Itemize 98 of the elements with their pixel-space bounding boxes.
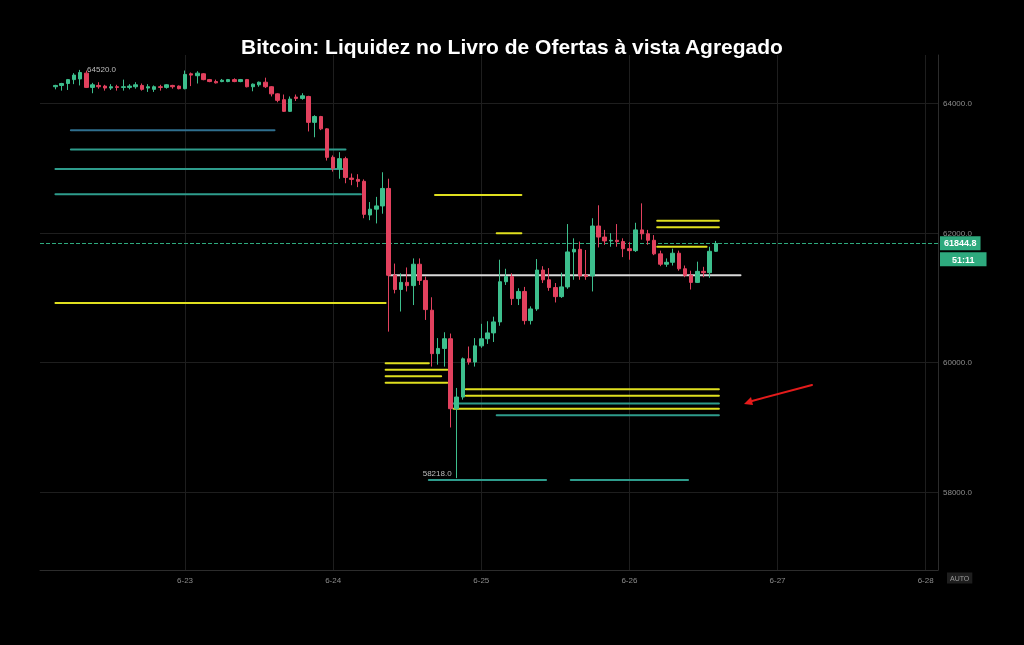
candlestick — [251, 83, 255, 92]
text: 51:11 — [952, 254, 975, 265]
candlestick — [584, 249, 588, 281]
x-tick-label: 6-28 — [917, 575, 935, 585]
candlestick — [115, 84, 119, 92]
candlestick — [306, 95, 311, 132]
candlestick — [170, 84, 175, 90]
candlestick — [504, 268, 508, 286]
candlestick — [430, 296, 434, 368]
candlestick — [189, 71, 193, 87]
candlestick — [90, 82, 95, 94]
candlestick — [701, 266, 706, 278]
candlestick — [238, 78, 243, 83]
candlestick — [454, 387, 459, 479]
candlestick — [528, 305, 533, 325]
candlestick — [633, 222, 638, 253]
candlestick — [140, 83, 144, 92]
candlestick — [245, 78, 249, 88]
candlestick — [677, 250, 681, 272]
x-tick-label: 6-25 — [473, 575, 490, 585]
candlestick — [393, 263, 397, 294]
candlestick — [109, 83, 113, 91]
candlestick — [442, 331, 447, 368]
candlestick — [405, 266, 409, 292]
candlestick — [473, 337, 477, 368]
candlestick — [652, 234, 656, 256]
candlestick — [609, 232, 613, 248]
candlestick — [294, 94, 298, 102]
candlestick — [615, 223, 619, 248]
ref-line-label: 61844.8 — [944, 238, 977, 249]
candlestick — [312, 114, 317, 138]
candlestick — [146, 83, 150, 93]
x-tick-label: 6-24 — [325, 575, 342, 585]
candlestick — [590, 217, 595, 292]
y-tick-label: 60000.0 — [943, 358, 973, 368]
candlestick — [646, 229, 650, 246]
candlestick — [362, 178, 366, 219]
candlestick — [195, 70, 200, 84]
candlestick — [498, 259, 502, 327]
y-tick-label: 64000.0 — [943, 99, 973, 109]
candlestick — [386, 178, 391, 333]
candlestick — [337, 151, 342, 180]
x-tick-label: 6-23 — [177, 575, 194, 585]
x-tick-label: 6-27 — [769, 575, 787, 585]
candlestick — [516, 287, 521, 306]
candlestick — [572, 237, 576, 281]
candlestick — [553, 282, 558, 303]
candlestick — [84, 70, 89, 89]
candlestick — [356, 173, 360, 188]
candlestick — [220, 78, 224, 83]
candlestick — [177, 84, 181, 90]
annotation: 58218.0 — [422, 468, 453, 478]
candlestick — [658, 250, 663, 267]
candlestick — [627, 241, 632, 261]
candlestick — [183, 70, 187, 90]
candlestick — [448, 333, 453, 428]
y-tick-label: 58000.0 — [943, 487, 973, 497]
candlestick — [621, 237, 625, 258]
candlestick — [683, 265, 687, 278]
candlestick — [72, 72, 76, 85]
candlestick — [164, 83, 169, 90]
candlestick — [707, 246, 712, 279]
candlestick — [695, 261, 700, 284]
candlestick — [103, 84, 107, 92]
candlestick — [158, 84, 163, 92]
candlestick — [96, 81, 101, 90]
y-tick-label: 62000.0 — [943, 228, 973, 238]
candlestick — [325, 127, 329, 162]
candlestick — [368, 201, 372, 221]
candlestick — [300, 92, 305, 101]
candlestick — [214, 79, 218, 84]
candlestick — [78, 69, 82, 86]
candlestick — [411, 257, 416, 306]
candlestick — [578, 241, 582, 281]
candlestick — [535, 258, 539, 312]
candlestick — [714, 240, 718, 253]
chart-title: Bitcoin: Liquidez no Livro de Ofertas à vista Agregado — [241, 35, 783, 58]
candlestick — [319, 115, 323, 131]
candlestick — [331, 154, 335, 173]
candlestick — [689, 270, 693, 290]
candlestick — [522, 286, 527, 325]
candlestick — [510, 272, 514, 306]
candlestick — [152, 84, 156, 93]
candlestick — [399, 272, 403, 313]
candlestick — [547, 267, 551, 292]
candlestick — [288, 95, 292, 113]
candlestick — [282, 94, 286, 113]
candlestick — [436, 337, 440, 366]
candlestick — [640, 202, 644, 241]
candlestick — [541, 265, 545, 284]
candlestick — [66, 78, 70, 91]
candlestick — [461, 357, 465, 401]
candlestick — [257, 81, 261, 88]
candlestick — [232, 77, 237, 83]
x-tick-label: 6-26 — [621, 575, 638, 585]
candlestick — [226, 78, 230, 83]
candlestick — [467, 346, 471, 366]
annotation: 64520.0 — [87, 65, 117, 75]
